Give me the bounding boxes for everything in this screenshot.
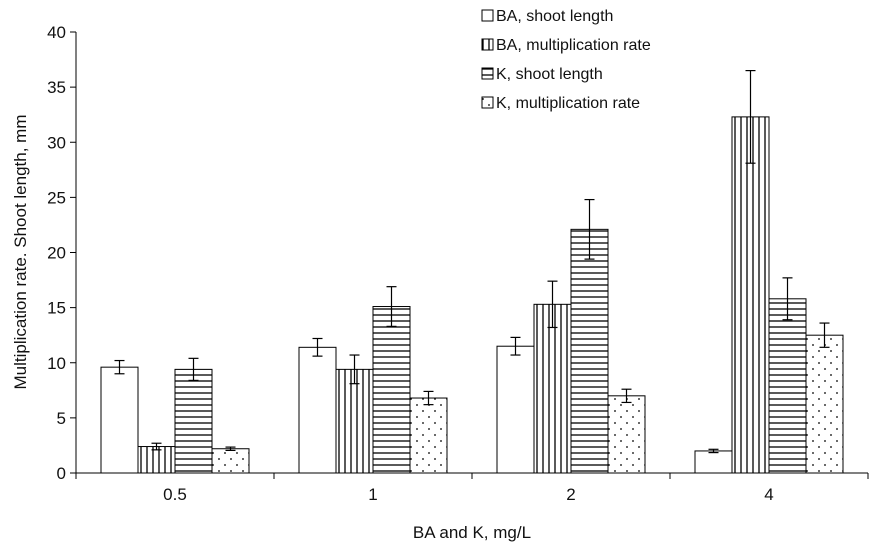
y-tick-label: 10 <box>47 354 66 373</box>
y-tick-label: 30 <box>47 133 66 152</box>
bar <box>694 450 733 474</box>
bar <box>137 446 176 474</box>
y-tick-label: 35 <box>47 78 66 97</box>
y-tick-label: 5 <box>57 409 66 428</box>
bar <box>731 116 770 474</box>
x-tick-label: 0.5 <box>163 485 187 504</box>
y-tick-label: 15 <box>47 299 66 318</box>
bar <box>409 397 448 474</box>
bar <box>211 448 250 474</box>
legend-swatch <box>481 67 494 80</box>
y-tick-label: 25 <box>47 188 66 207</box>
legend-label: K, multiplication rate <box>496 95 640 112</box>
bars <box>100 69 844 474</box>
y-tick-label: 20 <box>47 244 66 263</box>
bar <box>570 228 609 474</box>
y-axis: 0 5 10 15 20 25 30 35 40 <box>47 23 77 483</box>
x-axis-title: BA and K, mg/L <box>413 523 531 542</box>
legend-swatch <box>481 38 494 51</box>
y-axis-title: Multiplication rate. Shoot length, mm <box>11 115 30 390</box>
y-tick-label: 40 <box>47 23 66 42</box>
bar <box>298 346 337 474</box>
x-tick-label: 4 <box>764 485 773 504</box>
bar <box>533 303 572 474</box>
bar <box>100 366 139 474</box>
legend-label: BA, multiplication rate <box>496 37 651 54</box>
legend-swatch <box>481 96 494 109</box>
legend-label: BA, shoot length <box>496 8 613 25</box>
legend: BA, shoot length BA, multiplication rate K… <box>481 8 651 112</box>
x-tick-label: 2 <box>566 485 575 504</box>
y-tick-label: 0 <box>57 464 66 483</box>
bar <box>496 345 535 474</box>
legend-label: K, shoot length <box>496 66 603 83</box>
bar <box>335 368 374 474</box>
bar <box>768 298 807 474</box>
x-tick-label: 1 <box>368 485 377 504</box>
bar <box>174 368 213 474</box>
legend-swatch <box>481 9 494 22</box>
x-axis: 0.5 1 2 4 <box>75 472 869 504</box>
bar <box>372 306 411 474</box>
bar <box>805 334 844 474</box>
bar <box>607 395 646 474</box>
